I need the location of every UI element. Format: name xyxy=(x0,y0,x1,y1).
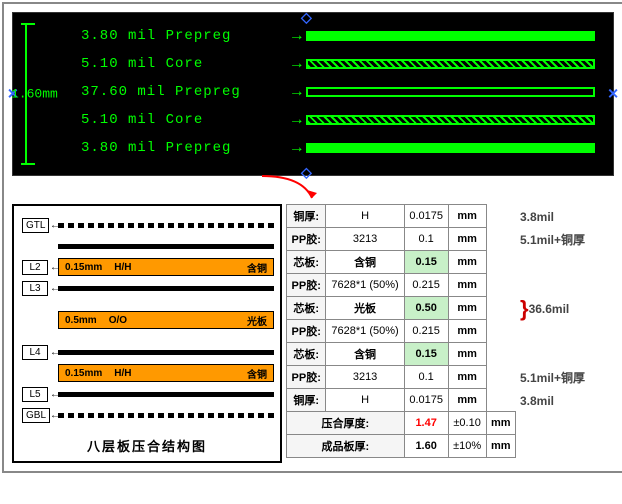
marker-right: ✕ xyxy=(607,86,619,103)
arrow-icon: → xyxy=(292,111,302,129)
annotations: 3.8mil5.1mil+铜厚} 36.6mil5.1mil+铜厚3.8mil xyxy=(520,204,622,412)
layer-label: L3 xyxy=(22,281,48,296)
layer-text: 5.10 mil Core xyxy=(81,56,296,72)
diagram-caption: 八层板压合结构图 xyxy=(20,436,274,455)
core-bar: 0.5mmO/O光板 xyxy=(58,311,274,329)
layer-bar xyxy=(306,115,595,125)
stack-row-10: GBL← xyxy=(58,406,274,424)
layer-label: GTL xyxy=(22,218,49,233)
arrow-icon: → xyxy=(292,139,302,157)
layer-label: GBL xyxy=(22,408,50,423)
stack-row-4 xyxy=(58,300,274,308)
solid-bar xyxy=(58,244,274,249)
arrow-icon: ← xyxy=(50,389,60,400)
layer-row-4: 3.80 mil Prepreg→ xyxy=(81,137,595,159)
layer-row-0: 3.80 mil Prepreg→ xyxy=(81,25,595,47)
stack-row-1 xyxy=(58,237,274,255)
table-row: PP胶:32130.1mm xyxy=(287,228,516,251)
table-row: 芯板:含铜0.15mm xyxy=(287,343,516,366)
arrow-icon: ← xyxy=(50,262,60,273)
annotation xyxy=(520,343,622,366)
pcb-stackup-diagram: ◇ ✕ ✕ ◇ 1.60mm 3.80 mil Prepreg→5.10 mil… xyxy=(2,2,622,473)
stack-row-2: L2←0.15mmH/H含铜 xyxy=(58,258,274,276)
table-row: 铜厚:H0.0175mm xyxy=(287,205,516,228)
solid-bar xyxy=(58,286,274,291)
layer-row-3: 5.10 mil Core→ xyxy=(81,109,595,131)
layer-bar xyxy=(306,31,595,41)
layer-text: 3.80 mil Prepreg xyxy=(81,28,296,44)
arrow-icon: ← xyxy=(50,220,60,231)
stack-row-6 xyxy=(58,332,274,340)
layer-stack-diagram: GTL←L2←0.15mmH/H含铜L3←0.5mmO/O光板L4←0.15mm… xyxy=(12,204,282,463)
core-bar: 0.15mmH/H含铜 xyxy=(58,364,274,382)
arrow-icon: ← xyxy=(50,347,60,358)
stack-row-3: L3← xyxy=(58,279,274,297)
stack-row-8: 0.15mmH/H含铜 xyxy=(58,364,274,382)
layer-label: L2 xyxy=(22,260,48,275)
table-row: 成品板厚:1.60±10%mm xyxy=(287,435,516,458)
stack-row-0: GTL← xyxy=(58,216,274,234)
layer-text: 5.10 mil Core xyxy=(81,112,296,128)
layer-bar xyxy=(306,143,595,153)
layer-label: L4 xyxy=(22,345,48,360)
annotation xyxy=(520,251,622,274)
table-row: PP胶:7628*1 (50%)0.215mm xyxy=(287,320,516,343)
layer-label: L5 xyxy=(22,387,48,402)
layer-row-2: 37.60 mil Prepreg→ xyxy=(81,81,595,103)
layer-bar xyxy=(306,59,595,69)
table-row: 芯板:光板0.50mm xyxy=(287,297,516,320)
annotation: 3.8mil xyxy=(520,205,622,228)
arrow-icon: ← xyxy=(50,283,60,294)
dash-bar xyxy=(58,223,274,228)
dash-bar xyxy=(58,413,274,418)
stack-row-9: L5← xyxy=(58,385,274,403)
solid-bar xyxy=(58,392,274,397)
arrow-icon: → xyxy=(292,27,302,45)
table-row: 铜厚:H0.0175mm xyxy=(287,389,516,412)
connector-arrow xyxy=(262,176,614,204)
solid-bar xyxy=(58,350,274,355)
arrow-icon: → xyxy=(292,55,302,73)
table-row: 压合厚度:1.47±0.10mm xyxy=(287,412,516,435)
annotation: 3.8mil xyxy=(520,389,622,412)
layer-text: 37.60 mil Prepreg xyxy=(81,84,296,100)
marker-top: ◇ xyxy=(301,9,312,26)
core-bar: 0.15mmH/H含铜 xyxy=(58,258,274,276)
detail-section: GTL←L2←0.15mmH/H含铜L3←0.5mmO/O光板L4←0.15mm… xyxy=(12,204,614,463)
annotation: 5.1mil+铜厚 xyxy=(520,366,622,389)
layer-bar xyxy=(306,87,595,97)
cross-section-panel: ◇ ✕ ✕ ◇ 1.60mm 3.80 mil Prepreg→5.10 mil… xyxy=(12,12,614,176)
total-thickness-label: 1.60mm xyxy=(11,87,58,102)
stack-row-7: L4← xyxy=(58,343,274,361)
annotation: 5.1mil+铜厚 xyxy=(520,228,622,251)
annotation: } 36.6mil xyxy=(520,274,622,343)
table-row: PP胶:32130.1mm xyxy=(287,366,516,389)
table-row: 芯板:含铜0.15mm xyxy=(287,251,516,274)
arrow-icon: → xyxy=(292,83,302,101)
spec-table: 铜厚:H0.0175mmPP胶:32130.1mm芯板:含铜0.15mmPP胶:… xyxy=(286,204,516,458)
table-row: PP胶:7628*1 (50%)0.215mm xyxy=(287,274,516,297)
arrow-icon: ← xyxy=(50,410,60,421)
stack-row-5: 0.5mmO/O光板 xyxy=(58,311,274,329)
brace-icon: } xyxy=(520,296,529,322)
layer-text: 3.80 mil Prepreg xyxy=(81,140,296,156)
layer-row-1: 5.10 mil Core→ xyxy=(81,53,595,75)
